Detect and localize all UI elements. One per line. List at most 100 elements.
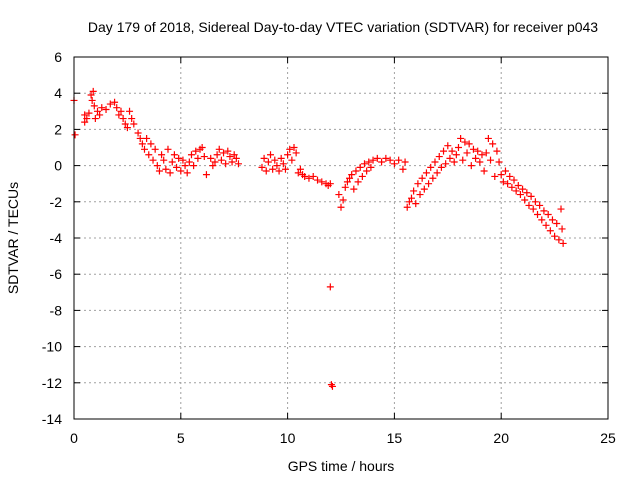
- data-point: [405, 198, 413, 206]
- data-point: [341, 183, 349, 191]
- data-point: [440, 147, 448, 155]
- y-tick-label: 0: [54, 158, 62, 174]
- data-point: [454, 144, 462, 151]
- data-point: [536, 201, 544, 209]
- data-point: [187, 151, 195, 159]
- data-point: [126, 107, 134, 115]
- data-point: [420, 185, 428, 193]
- data-point: [200, 153, 208, 161]
- data-point: [215, 145, 223, 153]
- data-point: [356, 163, 364, 171]
- data-point: [538, 216, 546, 224]
- data-point: [546, 227, 554, 235]
- data-point: [467, 162, 475, 170]
- data-point: [512, 187, 520, 195]
- data-point: [327, 381, 335, 389]
- data-point: [497, 171, 505, 179]
- data-point: [519, 185, 527, 193]
- data-point: [93, 107, 101, 115]
- data-point: [418, 174, 426, 182]
- data-point: [527, 192, 535, 200]
- data-point: [493, 147, 501, 155]
- data-point: [326, 180, 334, 188]
- data-point: [314, 176, 322, 184]
- data-point: [422, 169, 430, 177]
- data-point: [514, 182, 522, 190]
- data-point: [516, 191, 524, 199]
- data-point: [487, 156, 495, 164]
- data-point: [491, 172, 499, 180]
- data-point: [363, 167, 371, 175]
- x-axis-label: GPS time / hours: [288, 458, 395, 474]
- data-point: [459, 156, 467, 164]
- data-point: [433, 169, 441, 177]
- data-point: [166, 169, 174, 177]
- data-point: [448, 147, 456, 155]
- data-point: [296, 165, 304, 173]
- data-point: [113, 104, 121, 112]
- data-point: [482, 149, 490, 157]
- data-point: [294, 169, 302, 177]
- data-point: [106, 100, 114, 108]
- data-point: [435, 153, 443, 161]
- data-point: [151, 145, 159, 153]
- data-point: [213, 151, 221, 159]
- data-point: [211, 158, 219, 166]
- data-point: [168, 158, 176, 166]
- data-point: [183, 169, 191, 177]
- data-point: [90, 102, 98, 110]
- data-point: [222, 160, 230, 168]
- data-point: [427, 163, 435, 171]
- data-point: [147, 140, 155, 148]
- data-point: [264, 158, 272, 166]
- grid-lines: [74, 57, 608, 419]
- data-point: [559, 239, 567, 247]
- y-tick-label: -6: [50, 266, 63, 282]
- data-point: [403, 203, 411, 211]
- data-point: [234, 160, 242, 168]
- data-point: [224, 147, 232, 155]
- data-point: [348, 171, 356, 179]
- data-point: [525, 201, 533, 209]
- data-point: [548, 216, 556, 224]
- x-tick-label: 0: [70, 430, 78, 446]
- y-axis-label: SDTVAR / TECUs: [5, 182, 21, 294]
- data-point: [230, 151, 238, 159]
- data-point: [281, 165, 289, 173]
- data-point: [290, 144, 298, 151]
- data-point: [390, 160, 398, 168]
- data-point: [328, 382, 336, 390]
- data-point: [143, 134, 151, 142]
- data-point: [149, 156, 157, 164]
- data-point: [529, 205, 537, 213]
- data-point: [386, 156, 394, 164]
- data-point: [96, 111, 104, 119]
- data-point: [85, 109, 93, 117]
- data-point: [489, 140, 497, 148]
- data-point: [81, 111, 89, 119]
- data-point: [279, 160, 287, 168]
- data-point: [71, 131, 79, 139]
- data-point: [117, 107, 125, 115]
- data-point: [179, 156, 187, 164]
- data-point: [521, 196, 529, 204]
- data-point: [360, 160, 368, 168]
- data-point: [425, 180, 433, 188]
- y-tick-label: -8: [50, 302, 63, 318]
- data-point: [162, 165, 170, 173]
- data-point: [469, 145, 477, 153]
- y-tick-label: 6: [54, 49, 62, 65]
- y-tick-label: 2: [54, 121, 62, 137]
- data-point: [177, 167, 185, 175]
- data-point: [111, 98, 119, 106]
- data-point: [346, 174, 354, 182]
- data-point: [130, 120, 138, 128]
- chart-title: Day 179 of 2018, Sidereal Day-to-day VTE…: [88, 19, 598, 35]
- data-point: [286, 145, 294, 153]
- y-tick-label: -12: [42, 375, 62, 391]
- data-point: [557, 205, 565, 213]
- data-point: [153, 162, 161, 170]
- data-point: [192, 147, 200, 155]
- data-point: [382, 154, 390, 162]
- data-point: [309, 172, 317, 180]
